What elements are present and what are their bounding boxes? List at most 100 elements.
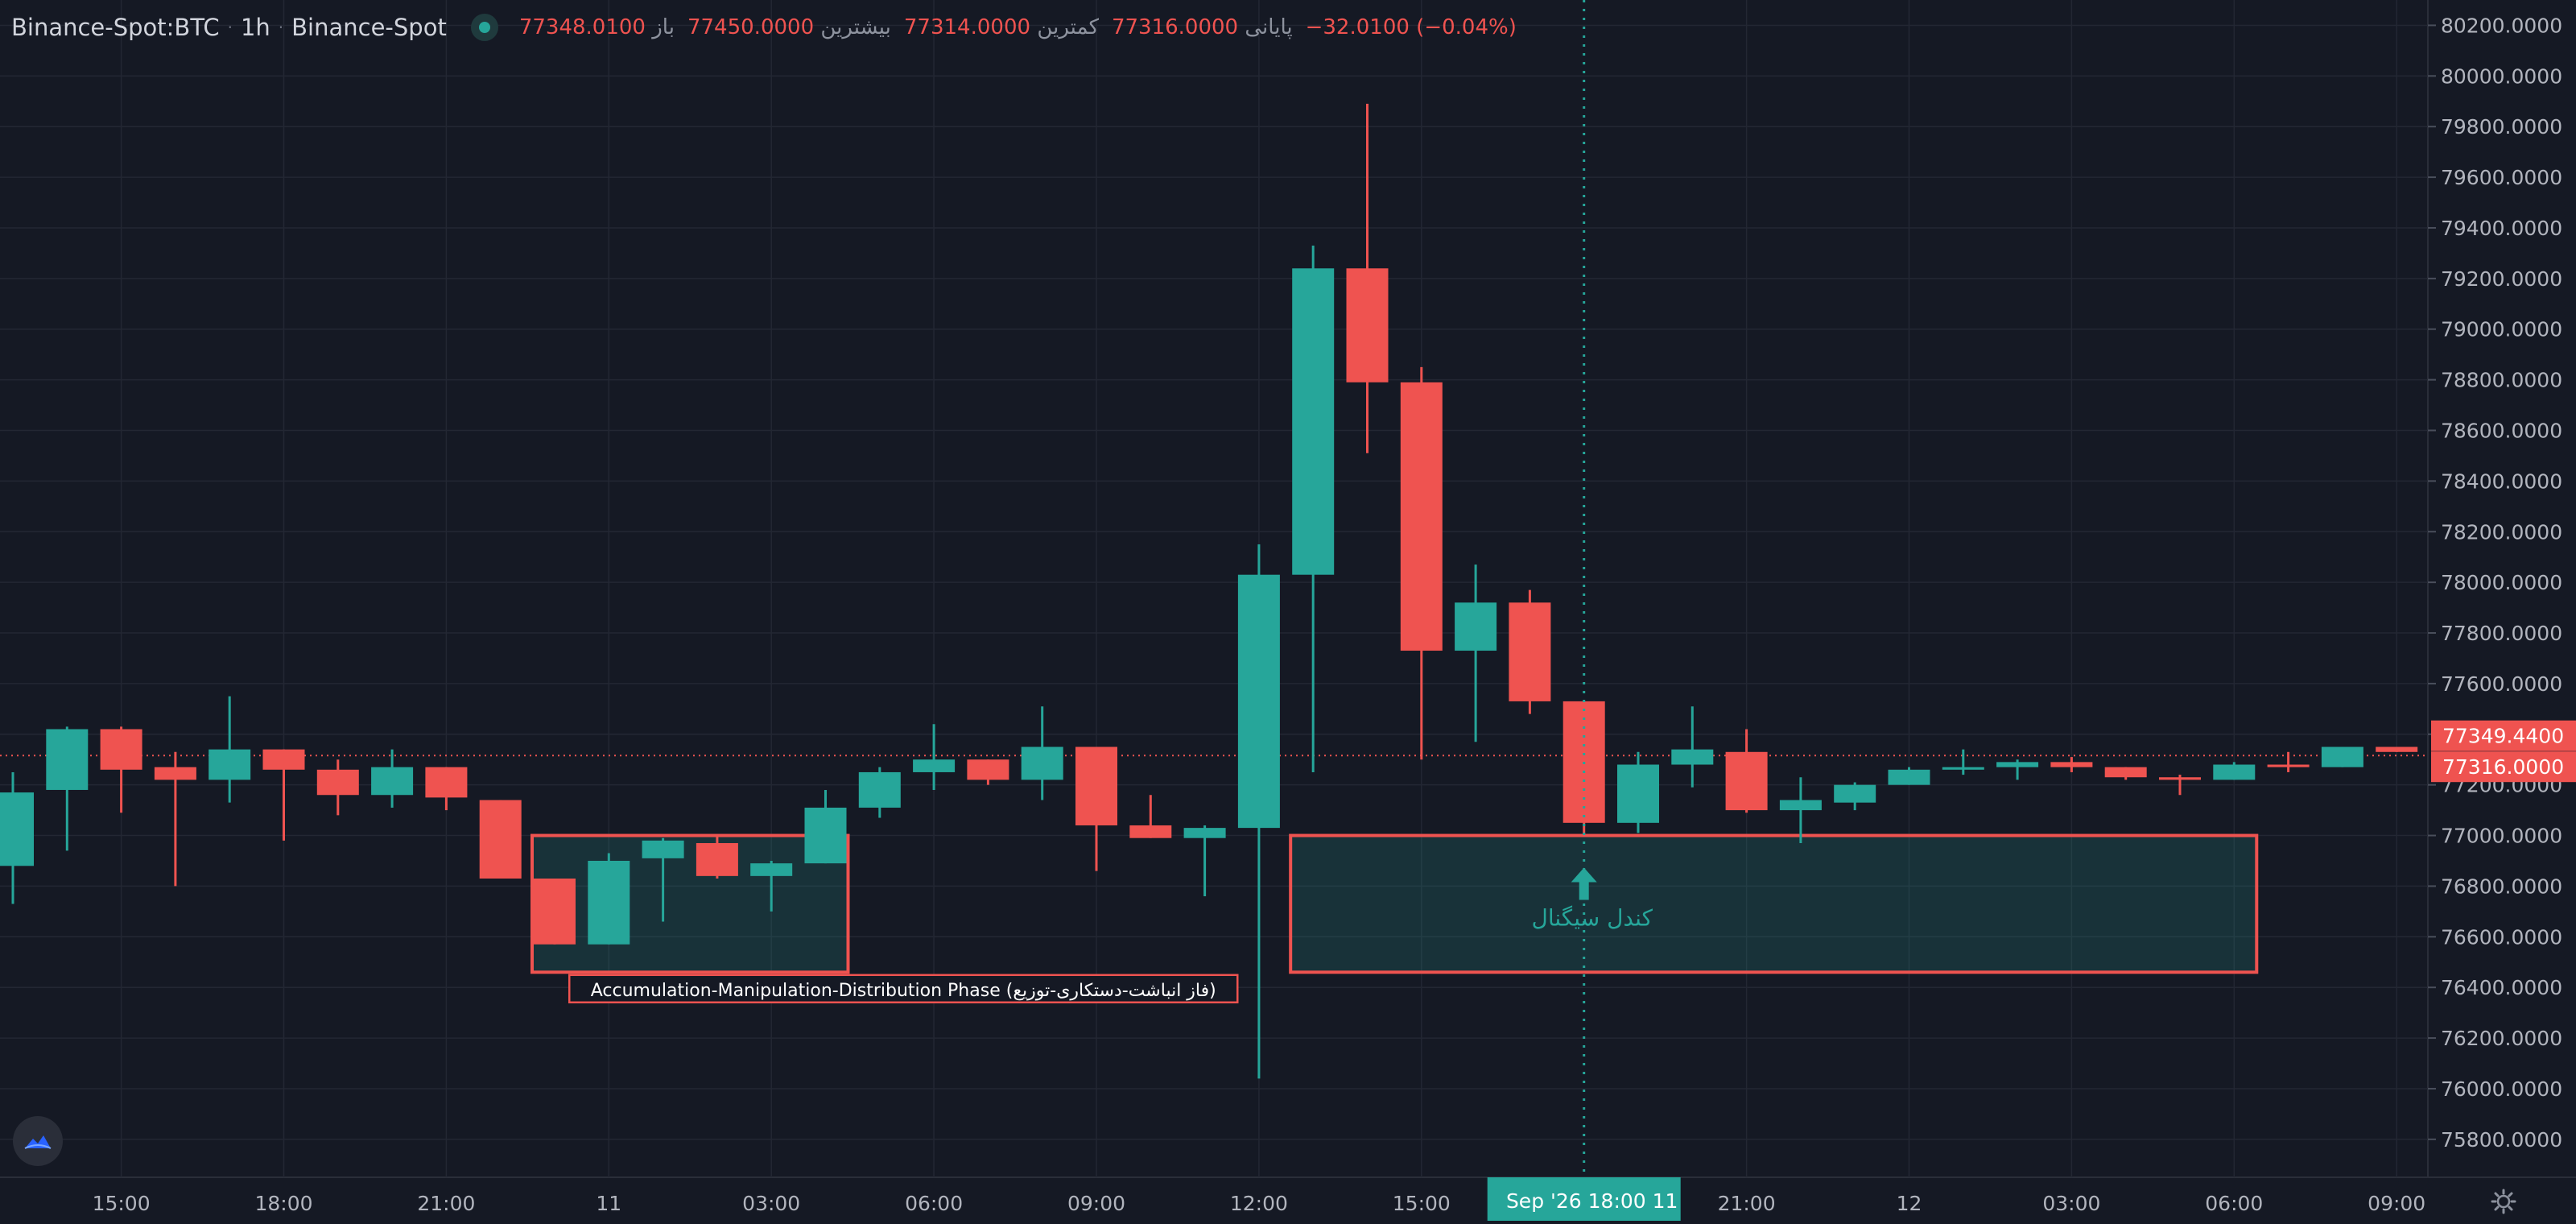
candle-down <box>2159 777 2201 780</box>
candle-up <box>1455 602 1497 651</box>
price-label-text: 77349.4400 <box>2442 725 2564 748</box>
price-label-badge <box>2431 720 2576 751</box>
candle-up <box>1996 762 2039 767</box>
y-tick-label: 77600.0000 <box>2441 672 2562 696</box>
y-tick-label: 77000.0000 <box>2441 825 2562 848</box>
y-tick-label: 78000.0000 <box>2441 571 2562 594</box>
x-tick-label: 15:00 <box>1393 1192 1451 1215</box>
candle-down <box>1509 602 1551 701</box>
chart-grid <box>0 0 2576 1178</box>
candle-down <box>967 759 1009 780</box>
candle-up <box>588 860 630 945</box>
high-label: بیشترین <box>820 15 891 39</box>
candle-up <box>208 749 251 780</box>
ohlc-values: باز 77348.0100 بیشترین 77450.0000 کمترین… <box>519 15 1517 39</box>
open-label: باز <box>652 15 675 39</box>
crosshair-time-badge <box>1487 1177 1681 1221</box>
x-tick-label: 15:00 <box>93 1192 151 1215</box>
price-zone-box <box>530 833 850 974</box>
candle-down <box>1400 382 1443 651</box>
market-status-icon <box>470 14 498 41</box>
y-tick-label: 79800.0000 <box>2441 115 2562 139</box>
y-tick-label: 78800.0000 <box>2441 369 2562 392</box>
signal-candle-label: کندل سیگنال <box>1531 905 1653 932</box>
y-tick-label: 80200.0000 <box>2441 14 2562 37</box>
candle-down <box>479 800 522 879</box>
price-zones: کندل سیگنال <box>530 833 2259 974</box>
candle-up <box>1671 749 1714 765</box>
tradingview-logo-icon[interactable] <box>13 1116 63 1166</box>
candle-down <box>100 729 142 770</box>
x-tick-label: 06:00 <box>905 1192 963 1215</box>
annotation-box <box>568 974 1239 1004</box>
candle-up <box>1237 574 1280 829</box>
x-tick-label: 18:00 <box>254 1192 312 1215</box>
candle-up <box>1834 784 1876 803</box>
low-label: کمترین <box>1037 15 1099 39</box>
price-axis[interactable]: 75800.0000 76000.0000 76200.0000 76400.0000… <box>2428 14 2576 1152</box>
x-tick-label: 12:00 <box>1230 1192 1288 1215</box>
candle-down <box>1346 268 1389 382</box>
candle-down <box>2376 746 2418 752</box>
x-tick-label: 09:00 <box>1067 1192 1125 1215</box>
candle-down <box>316 769 359 796</box>
signal-arrow-icon <box>1571 867 1597 900</box>
separator: · <box>227 18 233 37</box>
y-tick-label: 78600.0000 <box>2441 419 2562 442</box>
chart-header: Binance-Spot:BTC · 1h · Binance-Spot باز… <box>11 11 1517 43</box>
y-tick-label: 79600.0000 <box>2441 166 2562 189</box>
candle-down <box>534 878 576 945</box>
separator: · <box>278 18 284 37</box>
change-value: −32.0100 (−0.04%) <box>1305 15 1517 39</box>
candle-up <box>0 792 34 866</box>
price-zone-box <box>1289 833 2259 974</box>
y-tick-label: 80000.0000 <box>2441 64 2562 88</box>
x-tick-label: 06:00 <box>2205 1192 2263 1215</box>
y-tick-label: 79400.0000 <box>2441 217 2562 240</box>
candle-up <box>1779 800 1822 811</box>
candle-up <box>642 840 684 858</box>
candle-up <box>750 863 793 876</box>
crosshair-time-label: Sep '26 18:00 11 <box>1506 1189 1678 1213</box>
y-tick-label: 76600.0000 <box>2441 925 2562 949</box>
interval[interactable]: 1h <box>240 14 270 41</box>
candle-up <box>858 771 901 808</box>
candle-up <box>1942 767 1984 770</box>
candle-up <box>2213 764 2256 780</box>
y-tick-label: 76200.0000 <box>2441 1027 2562 1050</box>
open-value: 77348.0100 <box>518 15 646 39</box>
y-tick-label: 78400.0000 <box>2441 469 2562 493</box>
x-tick-label: 09:00 <box>2368 1192 2425 1215</box>
x-tick-label: 03:00 <box>2042 1192 2100 1215</box>
y-tick-label: 79200.0000 <box>2441 267 2562 291</box>
candle-down <box>262 749 305 770</box>
y-tick-label: 78200.0000 <box>2441 520 2562 544</box>
candle-up <box>2321 746 2363 767</box>
y-tick-label: 75800.0000 <box>2441 1128 2562 1152</box>
y-tick-label: 79000.0000 <box>2441 318 2562 341</box>
y-tick-label: 76000.0000 <box>2441 1077 2562 1101</box>
price-label-text: 77316.0000 <box>2442 755 2564 779</box>
x-tick-label: 12 <box>1897 1192 1922 1215</box>
annotation-text: Accumulation-Manipulation-Distribution P… <box>591 981 1216 1001</box>
candle-up <box>1183 828 1226 838</box>
candle-down <box>2050 762 2093 767</box>
candle-up <box>804 807 847 864</box>
candle-up <box>1888 769 1930 785</box>
exchange-name: Binance-Spot <box>291 14 447 41</box>
candle-down <box>425 767 468 798</box>
x-tick-label: 21:00 <box>417 1192 475 1215</box>
time-axis[interactable]: 15:00 18:00 21:00 11 03:00 06:00 09:00 12:00 15:… <box>93 1192 2426 1215</box>
symbol-name[interactable]: Binance-Spot:BTC <box>11 14 220 41</box>
x-tick-label: 11 <box>596 1192 621 1215</box>
candle-up <box>1292 268 1335 575</box>
candle-down <box>1129 825 1172 838</box>
y-tick-label: 76400.0000 <box>2441 976 2562 999</box>
candle-up <box>371 767 414 796</box>
settings-gear-icon[interactable] <box>2487 1185 2520 1218</box>
high-value: 77450.0000 <box>687 15 815 39</box>
phase-annotation: Accumulation-Manipulation-Distribution P… <box>568 974 1239 1004</box>
low-value: 77314.0000 <box>903 15 1031 39</box>
price-label-badge <box>2431 751 2576 783</box>
